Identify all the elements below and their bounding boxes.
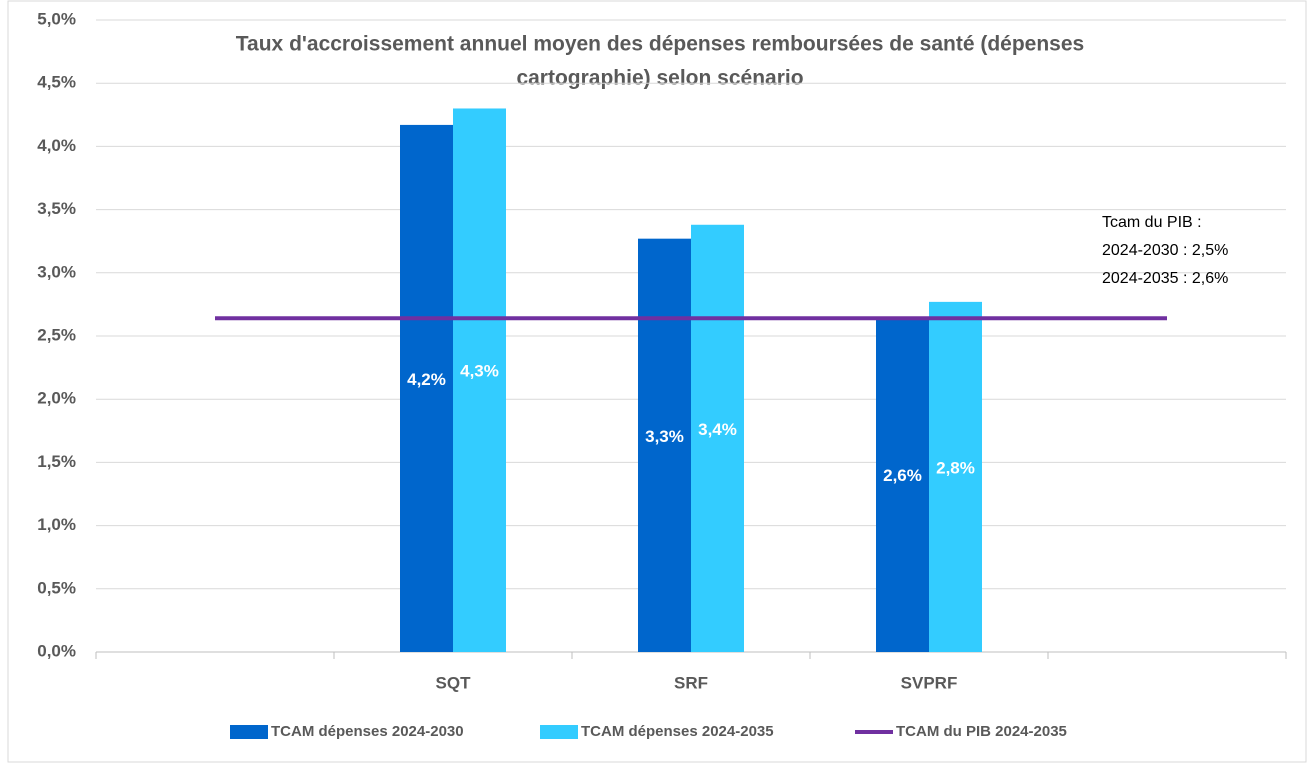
y-tick-label: 1,5% bbox=[37, 452, 76, 471]
legend-swatch bbox=[230, 725, 268, 739]
chart-title: Taux d'accroissement annuel moyen des dé… bbox=[236, 33, 1084, 56]
data-label: 4,3% bbox=[460, 362, 499, 381]
legend-swatch bbox=[540, 725, 578, 739]
y-tick-label: 4,5% bbox=[37, 73, 76, 92]
data-label: 2,6% bbox=[883, 466, 922, 485]
annotation: Tcam du PIB : bbox=[1102, 214, 1202, 231]
y-tick-label: 4,0% bbox=[37, 136, 76, 155]
x-tick-label: SVPRF bbox=[901, 673, 958, 692]
x-tick-label: SQT bbox=[436, 673, 472, 692]
bar bbox=[400, 124, 453, 653]
data-label: 4,2% bbox=[407, 370, 446, 389]
y-tick-label: 0,5% bbox=[37, 578, 76, 597]
data-label: 3,3% bbox=[645, 427, 684, 446]
y-tick-label: 2,5% bbox=[37, 325, 76, 344]
y-tick-label: 2,0% bbox=[37, 389, 76, 408]
legend-label: TCAM dépenses 2024-2030 bbox=[271, 723, 464, 740]
bar bbox=[638, 238, 691, 652]
annotation: 2024-2035 : 2,6% bbox=[1102, 270, 1228, 287]
bar bbox=[691, 224, 744, 652]
y-tick-label: 1,0% bbox=[37, 515, 76, 534]
chart-title: cartographie) selon scénario bbox=[516, 67, 803, 90]
bar bbox=[929, 301, 982, 652]
legend-label: TCAM du PIB 2024-2035 bbox=[896, 723, 1067, 740]
bar bbox=[876, 317, 929, 652]
y-tick-label: 3,5% bbox=[37, 199, 76, 218]
data-label: 2,8% bbox=[936, 458, 975, 477]
y-tick-label: 3,0% bbox=[37, 262, 76, 281]
annotation: 2024-2030 : 2,5% bbox=[1102, 242, 1228, 259]
x-tick-label: SRF bbox=[674, 673, 708, 692]
y-tick-label: 0,0% bbox=[37, 641, 76, 660]
legend-label: TCAM dépenses 2024-2035 bbox=[581, 723, 774, 740]
bar bbox=[453, 108, 506, 653]
data-label: 3,4% bbox=[698, 420, 737, 439]
y-tick-label: 5,0% bbox=[37, 9, 76, 28]
